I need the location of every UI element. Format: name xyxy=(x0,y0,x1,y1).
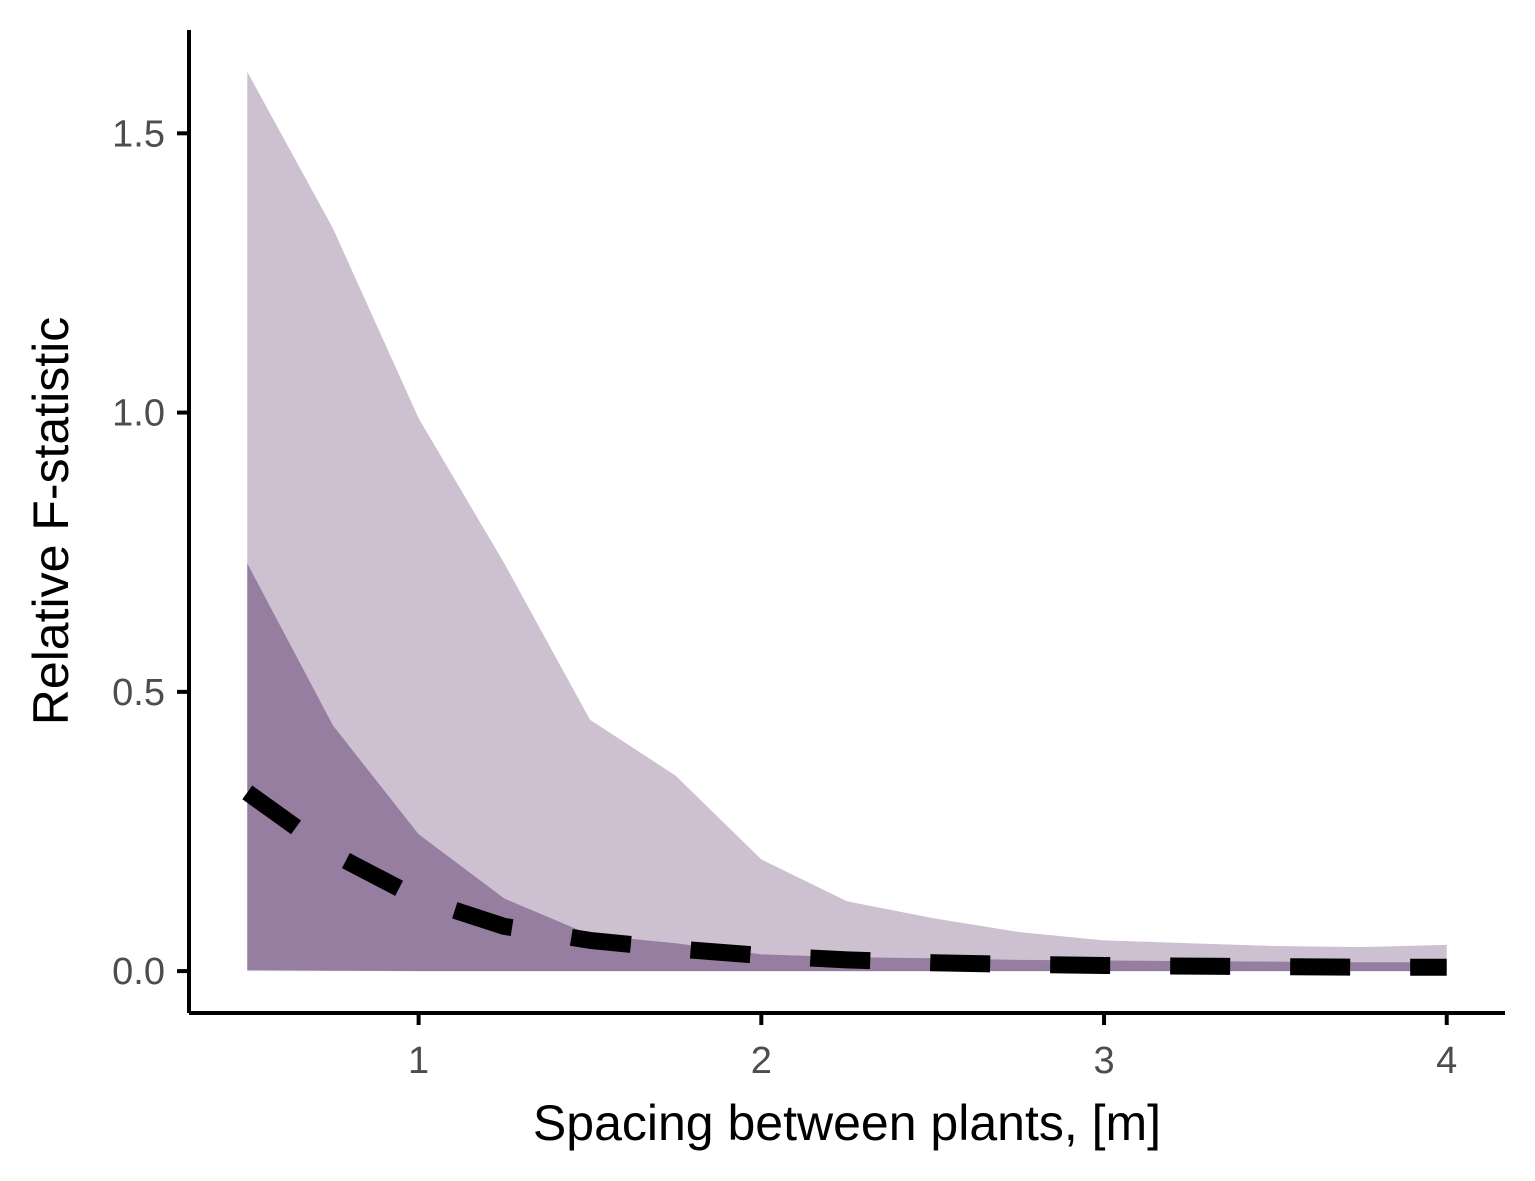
x-tick-label: 4 xyxy=(1436,1040,1457,1082)
x-tick-label: 2 xyxy=(751,1040,772,1082)
axes: 0.0 0.5 1.0 1.5 1 2 3 4 xyxy=(112,30,1505,1082)
x-axis-title: Spacing between plants, [m] xyxy=(533,1095,1161,1151)
y-axis-title: Relative F-statistic xyxy=(23,317,79,725)
y-tick-label: 0.5 xyxy=(112,672,165,714)
x-ticks: 1 2 3 4 xyxy=(408,1013,1457,1082)
ribbon-band-2 xyxy=(247,563,1447,972)
dashed-line-series-1 xyxy=(242,785,1447,976)
x-tick-label: 3 xyxy=(1093,1040,1114,1082)
ribbon-band-1 xyxy=(247,71,1447,972)
y-tick-label: 1.0 xyxy=(112,393,165,435)
y-tick-label: 1.5 xyxy=(112,113,165,155)
x-tick-label: 1 xyxy=(408,1040,429,1082)
y-ticks: 0.0 0.5 1.0 1.5 xyxy=(112,113,189,993)
plot-area xyxy=(242,71,1447,976)
y-tick-label: 0.0 xyxy=(112,951,165,993)
